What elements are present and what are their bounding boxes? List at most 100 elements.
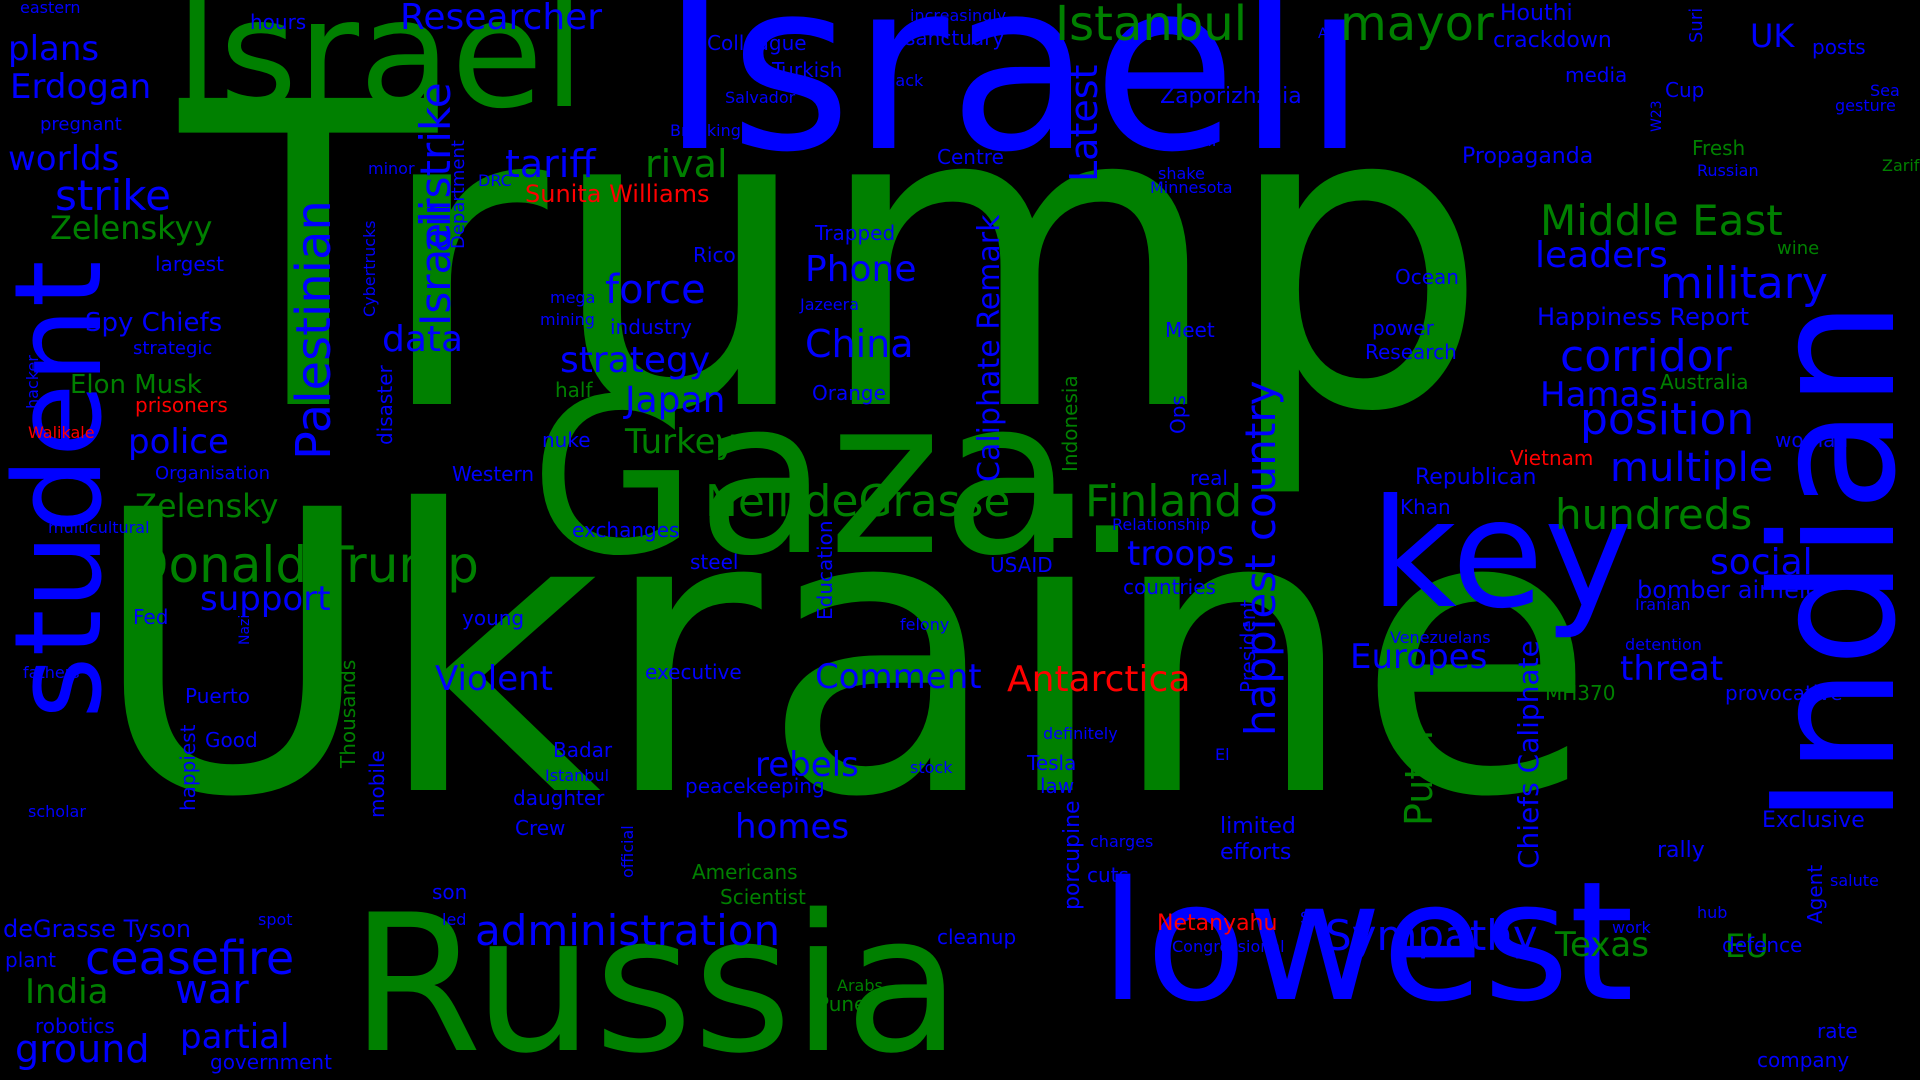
word-zarif: Zarif bbox=[1882, 156, 1920, 175]
word-rebels: rebels bbox=[755, 745, 859, 785]
word-europes: Europes bbox=[1350, 637, 1488, 677]
word-turkish: Turkish bbox=[772, 58, 843, 82]
word-china: China bbox=[805, 322, 914, 366]
word-rival: rival bbox=[645, 142, 728, 186]
word-mega: mega bbox=[550, 288, 596, 307]
word-gesture: gesture bbox=[1835, 96, 1896, 115]
word-usaid: USAID bbox=[990, 553, 1053, 577]
word-mh370: MH370 bbox=[1545, 681, 1616, 705]
word-colleague: Colleague bbox=[707, 31, 807, 55]
word-salute: salute bbox=[1830, 871, 1879, 890]
word-strategic: strategic bbox=[133, 338, 213, 359]
word-exclusive: Exclusive bbox=[1762, 808, 1865, 833]
word-ceasefire: ceasefire bbox=[85, 931, 295, 985]
word-peacekeeping: peacekeeping bbox=[685, 774, 825, 798]
word-americans: Americans bbox=[692, 860, 798, 884]
word-rate: rate bbox=[1817, 1019, 1858, 1043]
word-cleanup: cleanup bbox=[937, 925, 1017, 949]
word-finland: Finland bbox=[1085, 476, 1243, 527]
word-increasingly: increasingly bbox=[910, 6, 1007, 25]
word-organisation: Organisation bbox=[155, 463, 271, 484]
word-israel: Israel bbox=[175, 0, 585, 142]
word-federal: federal bbox=[1160, 131, 1217, 150]
word-real: real bbox=[1190, 466, 1228, 490]
word-mining: mining bbox=[540, 310, 595, 329]
word-government: government bbox=[210, 1050, 332, 1074]
word-countries: countries bbox=[1123, 575, 1216, 599]
word-thousands: Thousands bbox=[336, 659, 360, 768]
word-crackdown: crackdown bbox=[1493, 28, 1612, 53]
word-social: social bbox=[1710, 542, 1813, 583]
word-leaders: leaders bbox=[1535, 235, 1668, 276]
word-israeli: Israeli bbox=[660, 0, 1368, 204]
word-iranian: Iranian bbox=[1635, 595, 1691, 614]
word-ukraine: Ukraine bbox=[90, 428, 1597, 882]
word-u: U bbox=[1873, 423, 1885, 442]
word-charges: charges bbox=[1090, 832, 1154, 851]
word-strategy: strategy bbox=[560, 340, 711, 381]
word-stock: stock bbox=[910, 758, 953, 777]
word-exchanges: exchanges bbox=[572, 518, 680, 542]
word-limited: limited bbox=[1220, 814, 1296, 839]
word-steel: steel bbox=[690, 550, 739, 574]
word-neil-degrasse: Neil deGrasse bbox=[705, 476, 1011, 527]
word-strike: strike bbox=[55, 171, 171, 220]
word-salvador: Salvador bbox=[725, 88, 796, 107]
word-sunita-williams: Sunita Williams bbox=[525, 180, 710, 208]
word-war: war bbox=[175, 967, 249, 1013]
word-disaster: disaster bbox=[373, 365, 397, 445]
word-research: Research bbox=[1365, 340, 1457, 364]
word-netanyahu: Netanyahu bbox=[1157, 911, 1278, 936]
word-hamas: Hamas bbox=[1540, 375, 1659, 415]
word-agent: Agent bbox=[1803, 864, 1827, 924]
word-tariff: tariff bbox=[505, 142, 596, 186]
word-palestinian: Palestinian bbox=[286, 200, 342, 460]
word-cuts: cuts bbox=[1087, 863, 1129, 887]
word-istanbul: Istanbul bbox=[1055, 0, 1248, 52]
word-daughter: daughter bbox=[513, 786, 605, 810]
word-military: military bbox=[1660, 258, 1828, 309]
word-threat: threat bbox=[1620, 649, 1724, 689]
word-jazeera: Jazeera bbox=[800, 295, 859, 314]
word-power: power bbox=[1372, 316, 1434, 340]
word-sympathy: Sympathy bbox=[1325, 911, 1538, 960]
word-al: Al bbox=[1318, 26, 1332, 42]
word-istanbul: Istanbul bbox=[545, 766, 610, 785]
word-pune: Pune bbox=[817, 992, 867, 1016]
word-zaporizhzhia: Zaporizhzhia bbox=[1160, 84, 1302, 109]
word-degrasse-tyson: deGrasse Tyson bbox=[3, 915, 192, 943]
word-nuke: nuke bbox=[542, 428, 591, 452]
word-worlds: worlds bbox=[8, 139, 120, 179]
word-turkey: Turkey bbox=[625, 422, 736, 462]
word-texas: Texas bbox=[1555, 925, 1649, 965]
word-industry: industry bbox=[610, 315, 692, 339]
word-half: half bbox=[555, 378, 593, 402]
word-caliphate-remark: Caliphate Remark bbox=[972, 214, 1007, 482]
word-good: Good bbox=[205, 728, 258, 752]
word-australia: Australia bbox=[1660, 370, 1749, 394]
word-ocean: Ocean bbox=[1395, 265, 1459, 289]
word-troops: troops bbox=[1127, 534, 1235, 574]
word-sanctuary: sanctuary bbox=[905, 26, 1005, 50]
word-young: young bbox=[462, 606, 525, 630]
word-crew: Crew bbox=[515, 816, 566, 840]
word-japan: Japan bbox=[625, 380, 726, 421]
word-indonesia: Indonesia bbox=[1058, 375, 1082, 472]
word-porcupine: porcupine bbox=[1060, 800, 1085, 910]
word-support: support bbox=[200, 579, 331, 619]
word-centre: Centre bbox=[937, 145, 1004, 169]
word-tesla: Tesla bbox=[1027, 751, 1077, 775]
word-happiness-report: Happiness Report bbox=[1537, 303, 1750, 331]
word-uk: UK bbox=[1750, 17, 1795, 55]
word-happiest: happiest bbox=[176, 724, 200, 811]
word-el: El bbox=[1215, 745, 1230, 764]
word-lowest: lowest bbox=[1100, 846, 1634, 1038]
word-hub: hub bbox=[1697, 903, 1728, 922]
word-drc: DRC bbox=[478, 171, 512, 190]
word-son: son bbox=[432, 880, 468, 904]
word-violent: Violent bbox=[435, 659, 554, 699]
word-russian: Russian bbox=[1697, 161, 1759, 180]
word-fresh: Fresh bbox=[1692, 136, 1746, 160]
word-republican: Republican bbox=[1415, 465, 1537, 490]
